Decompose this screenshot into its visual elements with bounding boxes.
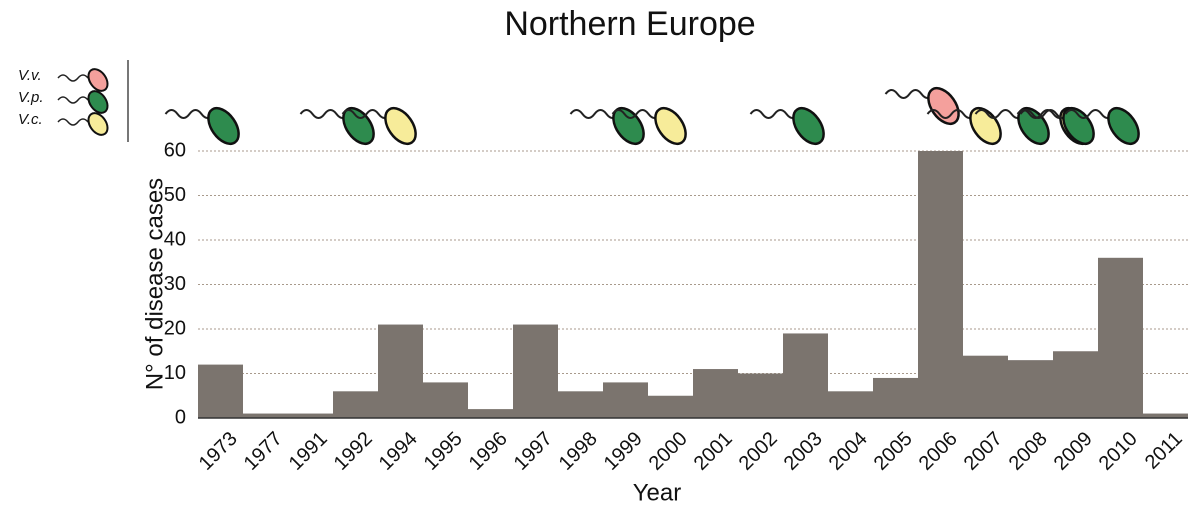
x-tick-label: 2003 [780, 428, 827, 475]
cell-body [922, 83, 965, 130]
flagellum [886, 90, 934, 98]
legend-swatch [85, 66, 112, 95]
x-tick-label: 2004 [825, 428, 872, 475]
cell-body [649, 103, 692, 150]
bacterium-icon [751, 103, 830, 150]
x-tick-label: 2005 [870, 428, 917, 475]
y-tick-label: 50 [164, 184, 186, 206]
bar [648, 396, 693, 418]
legend-swatch [85, 88, 112, 117]
bar [873, 378, 918, 418]
x-tick-label: 2002 [735, 428, 782, 475]
bar [198, 365, 243, 418]
x-tick-label: 2007 [960, 428, 1007, 475]
x-tick-label: 2008 [1005, 428, 1052, 475]
bar [603, 382, 648, 418]
bar [963, 356, 1008, 418]
legend-label: V.c. [18, 111, 43, 128]
x-tick-label: 1992 [330, 428, 377, 475]
legend-label: V.p. [18, 89, 44, 106]
chart-title: Northern Europe [504, 5, 755, 43]
chart: Northern Europe Year N° of disease cases… [0, 0, 1199, 508]
y-tick-label: 60 [164, 139, 186, 161]
flagellum [751, 110, 799, 118]
x-tick-label: 1997 [510, 428, 557, 475]
legend-flagellum [58, 97, 88, 103]
y-tick-label: 40 [164, 228, 186, 250]
bar [558, 391, 603, 418]
cell-body [787, 103, 830, 150]
bar [693, 369, 738, 418]
bar [333, 391, 378, 418]
cell-body [1102, 103, 1145, 150]
bar [1053, 351, 1098, 418]
x-tick-label: 1991 [285, 428, 332, 475]
legend-flagellum [58, 75, 88, 81]
bacterium-icon [571, 103, 650, 150]
bar [918, 151, 963, 418]
y-tick-label: 30 [164, 273, 186, 295]
flagellum [571, 110, 619, 118]
cell-body [202, 103, 245, 150]
bar [513, 325, 558, 418]
flagellum [301, 110, 349, 118]
bar [468, 409, 513, 418]
bar [378, 325, 423, 418]
bar [423, 382, 468, 418]
y-tick-label: 10 [164, 362, 186, 384]
x-tick-label: 2001 [690, 428, 737, 475]
bacterium-icon [886, 83, 965, 130]
legend-label: V.v. [18, 67, 42, 84]
flagellum [166, 110, 214, 118]
legend-swatch [85, 110, 112, 139]
x-axis-label: Year [633, 479, 682, 506]
x-tick-label: 2010 [1095, 428, 1142, 475]
x-tick-label: 1994 [375, 428, 422, 475]
cell-body [379, 103, 422, 150]
bar [828, 391, 873, 418]
legend-flagellum [58, 119, 88, 125]
bar [1098, 258, 1143, 418]
bar [738, 374, 783, 419]
x-tick-label: 1998 [555, 428, 602, 475]
x-tick-label: 1999 [600, 428, 647, 475]
bar [783, 333, 828, 418]
x-tick-label: 2000 [645, 428, 692, 475]
x-tick-label: 1996 [465, 428, 512, 475]
x-tick-label: 2011 [1141, 428, 1187, 474]
x-tick-label: 2006 [915, 428, 962, 475]
bacterium-icon [301, 103, 380, 150]
x-tick-label: 1995 [420, 428, 467, 475]
bar [1008, 360, 1053, 418]
x-tick-label: 1977 [240, 428, 287, 475]
x-tick-label: 2009 [1050, 428, 1097, 475]
y-tick-label: 0 [175, 406, 186, 428]
x-tick-label: 1973 [195, 428, 242, 475]
y-tick-label: 20 [164, 317, 186, 339]
cell-body [964, 103, 1007, 150]
